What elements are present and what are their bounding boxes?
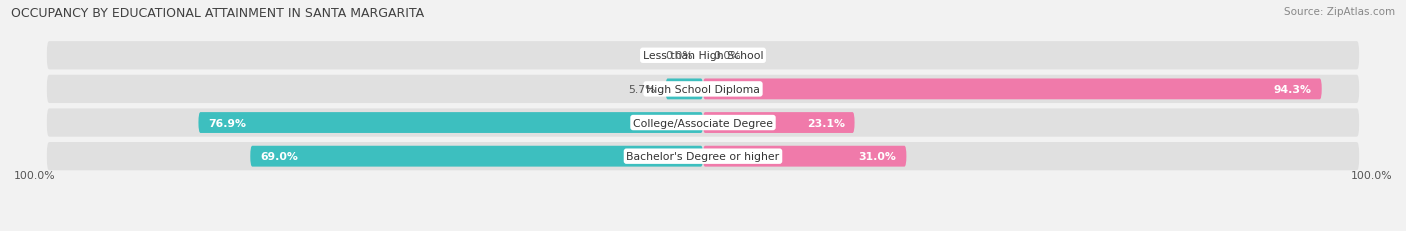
Text: 100.0%: 100.0% <box>1350 170 1392 180</box>
FancyBboxPatch shape <box>46 109 1360 137</box>
Text: 76.9%: 76.9% <box>208 118 246 128</box>
Text: Less than High School: Less than High School <box>643 51 763 61</box>
Text: 0.0%: 0.0% <box>713 51 741 61</box>
Text: College/Associate Degree: College/Associate Degree <box>633 118 773 128</box>
Text: 5.7%: 5.7% <box>628 85 655 94</box>
FancyBboxPatch shape <box>703 113 855 133</box>
Text: 100.0%: 100.0% <box>14 170 56 180</box>
Text: 69.0%: 69.0% <box>260 152 298 161</box>
Text: OCCUPANCY BY EDUCATIONAL ATTAINMENT IN SANTA MARGARITA: OCCUPANCY BY EDUCATIONAL ATTAINMENT IN S… <box>11 7 425 20</box>
FancyBboxPatch shape <box>198 113 703 133</box>
Text: 94.3%: 94.3% <box>1274 85 1312 94</box>
Text: High School Diploma: High School Diploma <box>647 85 759 94</box>
FancyBboxPatch shape <box>46 143 1360 170</box>
FancyBboxPatch shape <box>703 146 907 167</box>
FancyBboxPatch shape <box>46 76 1360 103</box>
Text: 23.1%: 23.1% <box>807 118 845 128</box>
FancyBboxPatch shape <box>665 79 703 100</box>
FancyBboxPatch shape <box>250 146 703 167</box>
Text: Bachelor's Degree or higher: Bachelor's Degree or higher <box>627 152 779 161</box>
Text: Source: ZipAtlas.com: Source: ZipAtlas.com <box>1284 7 1395 17</box>
FancyBboxPatch shape <box>46 42 1360 70</box>
FancyBboxPatch shape <box>703 79 1322 100</box>
Text: 31.0%: 31.0% <box>859 152 897 161</box>
Text: 0.0%: 0.0% <box>665 51 693 61</box>
